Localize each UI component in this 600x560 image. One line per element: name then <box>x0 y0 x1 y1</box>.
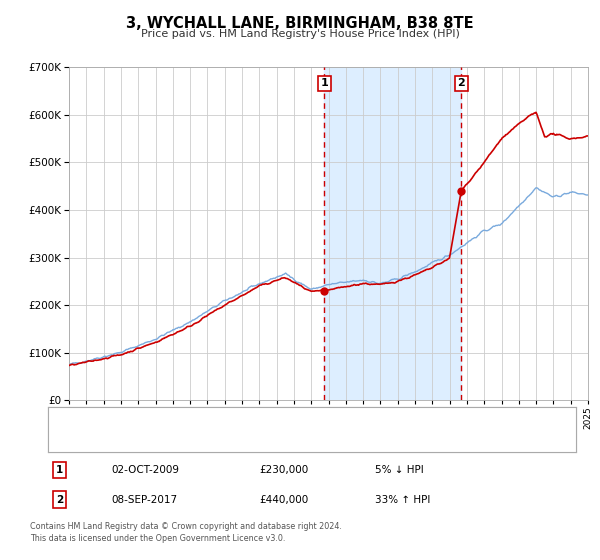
Text: 2: 2 <box>457 78 465 88</box>
Bar <box>324 67 461 400</box>
Text: Price paid vs. HM Land Registry's House Price Index (HPI): Price paid vs. HM Land Registry's House … <box>140 29 460 39</box>
Text: 5% ↓ HPI: 5% ↓ HPI <box>376 465 424 475</box>
Text: £440,000: £440,000 <box>259 494 308 505</box>
Text: 1: 1 <box>320 78 328 88</box>
Text: 2: 2 <box>56 494 63 505</box>
Text: 1: 1 <box>56 465 63 475</box>
Text: 08-SEP-2017: 08-SEP-2017 <box>112 494 178 505</box>
Text: 3, WYCHALL LANE, BIRMINGHAM, B38 8TE: 3, WYCHALL LANE, BIRMINGHAM, B38 8TE <box>126 16 474 31</box>
Text: HPI: Average price, detached house, Birmingham: HPI: Average price, detached house, Birm… <box>95 435 341 445</box>
Text: Contains HM Land Registry data © Crown copyright and database right 2024.
This d: Contains HM Land Registry data © Crown c… <box>30 522 342 543</box>
Text: £230,000: £230,000 <box>259 465 308 475</box>
Text: 02-OCT-2009: 02-OCT-2009 <box>112 465 179 475</box>
Text: 3, WYCHALL LANE, BIRMINGHAM, B38 8TE (detached house): 3, WYCHALL LANE, BIRMINGHAM, B38 8TE (de… <box>95 414 396 424</box>
Text: 33% ↑ HPI: 33% ↑ HPI <box>376 494 431 505</box>
